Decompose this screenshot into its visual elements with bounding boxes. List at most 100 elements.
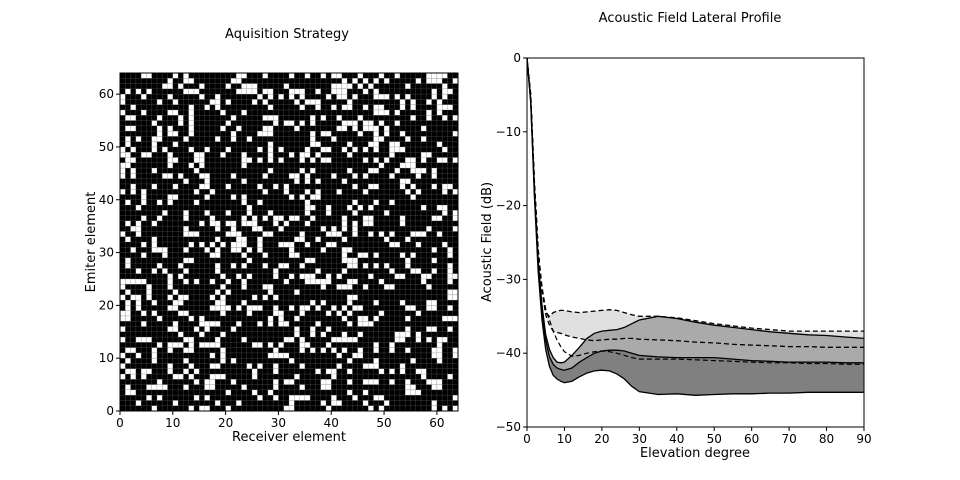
grid-cell-selected <box>273 294 279 301</box>
grid-cell-selected <box>384 284 390 290</box>
grid-cell-selected <box>452 210 458 216</box>
grid-cell-selected <box>273 379 279 385</box>
grid-cell-selected <box>399 363 406 369</box>
grid-cell-selected <box>347 257 353 264</box>
grid-cell-selected <box>421 231 427 237</box>
grid-cell-selected <box>199 331 205 338</box>
grid-cell-selected <box>389 152 395 158</box>
grid-cell-selected <box>289 252 295 258</box>
grid-cell-selected <box>156 131 163 137</box>
grid-cell-selected <box>315 189 321 195</box>
grid-cell-selected <box>167 199 173 206</box>
grid-cell-selected <box>125 125 131 132</box>
grid-cell-selected <box>241 83 247 89</box>
grid-cell-selected <box>220 310 226 316</box>
grid-cell-selected <box>183 231 189 237</box>
grid-cell-selected <box>252 342 258 348</box>
grid-cell-selected <box>178 263 184 269</box>
grid-cell-selected <box>347 120 353 126</box>
grid-cell-selected <box>289 400 295 406</box>
grid-cell-selected <box>130 173 136 179</box>
grid-cell-selected <box>193 168 200 174</box>
grid-cell-selected <box>262 73 268 79</box>
grid-cell-selected <box>125 305 131 311</box>
grid-cell-selected <box>341 220 348 227</box>
grid-cell-selected <box>447 374 453 380</box>
grid-cell-selected <box>325 310 332 316</box>
grid-cell-selected <box>352 257 358 264</box>
grid-cell-selected <box>162 268 168 274</box>
grid-cell-selected <box>320 379 326 385</box>
grid-cell-selected <box>442 83 448 89</box>
grid-cell-selected <box>273 220 279 227</box>
grid-cell-selected <box>304 305 311 311</box>
grid-cell-selected <box>368 405 374 411</box>
grid-cell-selected <box>146 73 152 79</box>
grid-cell-selected <box>299 157 305 163</box>
grid-cell-selected <box>204 342 210 348</box>
grid-cell-selected <box>273 368 279 375</box>
grid-cell-selected <box>320 115 326 121</box>
grid-cell-selected <box>341 347 348 353</box>
grid-cell-selected <box>352 120 358 126</box>
grid-cell-selected <box>310 141 316 147</box>
grid-cell-selected <box>257 236 263 242</box>
grid-cell-selected <box>336 73 342 79</box>
grid-cell-selected <box>172 157 179 163</box>
grid-cell-selected <box>125 310 131 316</box>
grid-cell-selected <box>357 331 363 338</box>
grid-cell-selected <box>209 215 216 221</box>
grid-cell-selected <box>135 300 142 306</box>
grid-cell-selected <box>347 294 353 301</box>
grid-cell-selected <box>178 273 184 279</box>
grid-cell-selected <box>193 326 200 332</box>
grid-cell-selected <box>215 321 221 327</box>
grid-cell-selected <box>426 73 432 79</box>
grid-cell-selected <box>436 73 443 79</box>
grid-cell-selected <box>347 152 353 158</box>
grid-cell-selected <box>172 374 179 380</box>
grid-cell-selected <box>236 73 242 79</box>
grid-cell-selected <box>135 88 142 95</box>
x-tick-label: 60 <box>744 432 759 446</box>
grid-cell-selected <box>188 109 194 116</box>
grid-cell-selected <box>130 374 136 380</box>
grid-cell-selected <box>373 342 379 348</box>
grid-cell-selected <box>310 326 316 332</box>
grid-cell-selected <box>172 73 179 79</box>
grid-cell-selected <box>220 331 226 338</box>
grid-cell-selected <box>151 120 157 126</box>
grid-cell-selected <box>325 379 332 385</box>
grid-cell-selected <box>215 400 221 406</box>
grid-cell-selected <box>199 152 205 158</box>
grid-cell-selected <box>125 220 131 227</box>
grid-cell-selected <box>146 384 152 390</box>
grid-cell-selected <box>257 183 263 190</box>
grid-cell-selected <box>299 194 305 200</box>
grid-cell-selected <box>294 326 300 332</box>
grid-cell-selected <box>299 342 305 348</box>
grid-cell-selected <box>431 352 437 359</box>
grid-cell-selected <box>421 205 427 211</box>
grid-cell-selected <box>362 157 369 163</box>
grid-cell-selected <box>362 363 369 369</box>
grid-cell-selected <box>156 247 163 253</box>
grid-cell-selected <box>415 268 422 274</box>
grid-cell-selected <box>431 326 437 332</box>
grid-cell-selected <box>267 352 274 359</box>
grid-cell-selected <box>315 268 321 274</box>
grid-cell-selected <box>151 236 157 242</box>
grid-cell-selected <box>341 88 348 95</box>
grid-cell-selected <box>204 173 210 179</box>
grid-cell-selected <box>120 162 126 169</box>
grid-cell-selected <box>193 157 200 163</box>
grid-cell-selected <box>310 205 316 211</box>
grid-cell-selected <box>341 257 348 264</box>
grid-cell-selected <box>442 104 448 110</box>
grid-cell-selected <box>341 120 348 126</box>
grid-cell-selected <box>215 289 221 295</box>
grid-cell-selected <box>336 189 342 195</box>
grid-cell-selected <box>278 94 284 100</box>
grid-cell-selected <box>320 284 326 290</box>
grid-cell-selected <box>336 337 342 343</box>
